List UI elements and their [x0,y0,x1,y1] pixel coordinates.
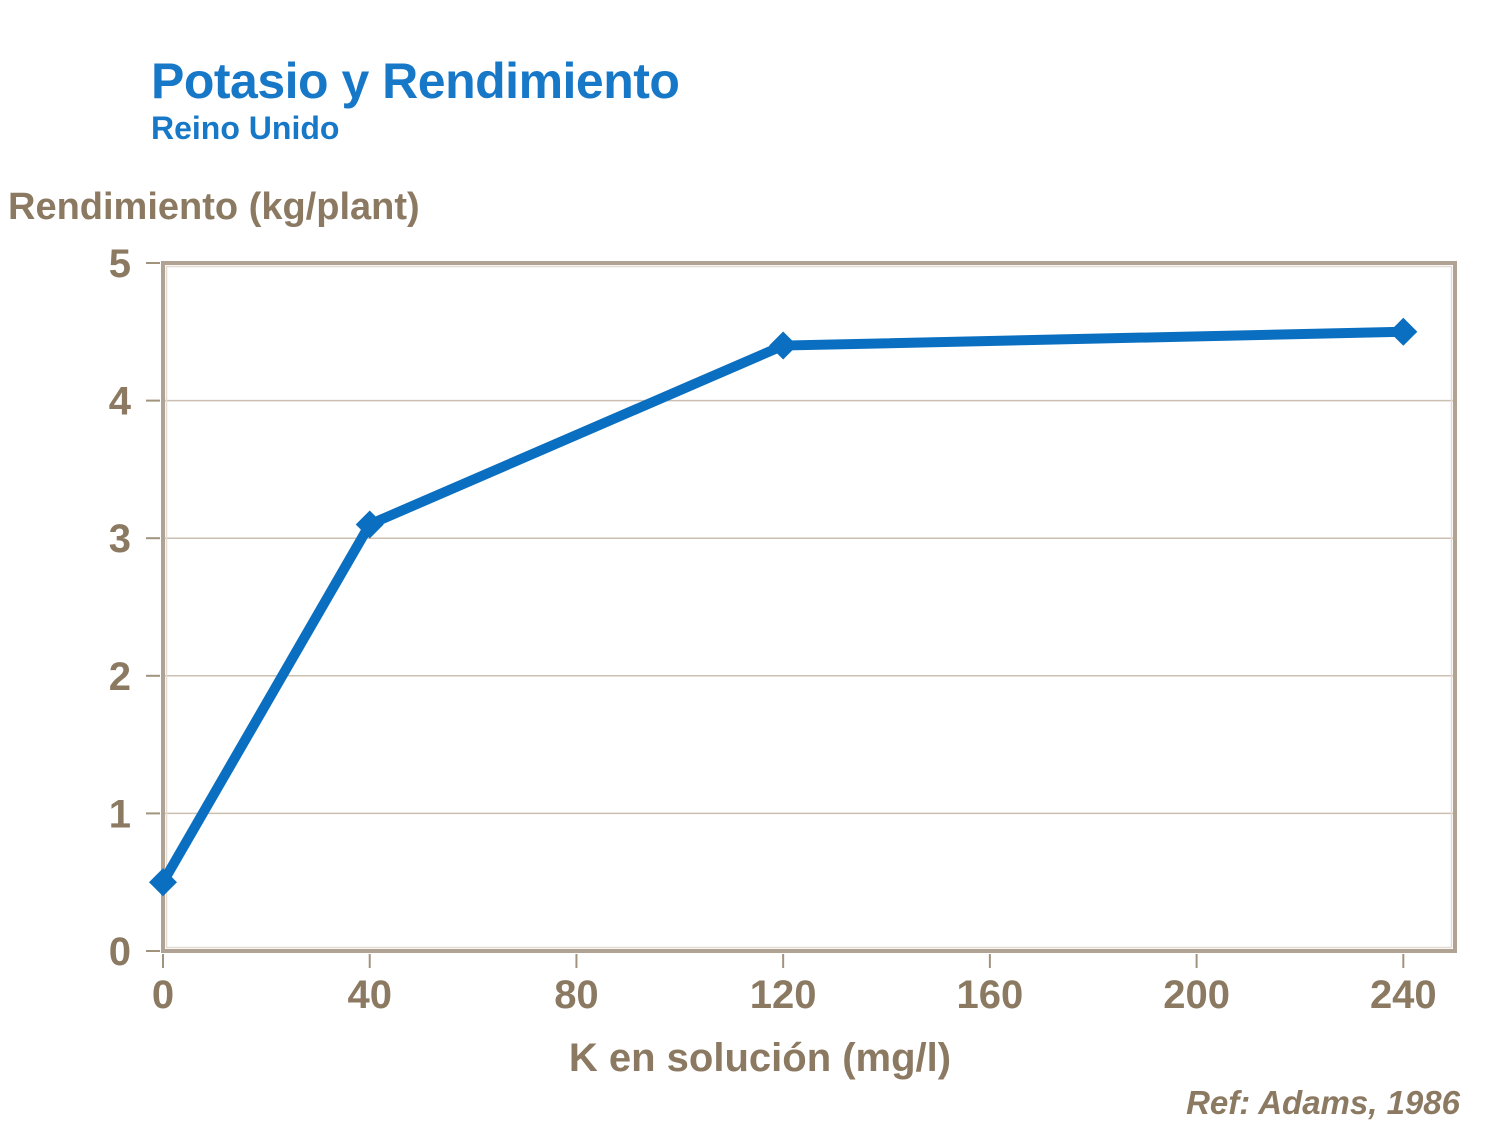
data-point-marker [1389,317,1418,346]
y-tick-label: 0 [109,930,131,974]
reference-citation: Ref: Adams, 1986 [1186,1084,1460,1121]
chart-title: Potasio y Rendimiento [151,53,680,109]
plot-frame [161,261,1457,953]
y-tick-label: 3 [109,517,131,561]
y-tick-label: 2 [109,655,131,699]
y-tick-label: 1 [109,792,131,836]
x-tick-label: 240 [1370,973,1437,1017]
x-tick-label: 40 [347,973,392,1017]
y-axis-title: Rendimiento (kg/plant) [8,186,420,228]
plot-frame-highlight [165,265,1453,949]
y-tick-label: 4 [109,380,132,424]
x-tick-label: 160 [957,973,1024,1017]
series-line [158,326,1404,885]
y-tick-label: 5 [109,242,131,286]
data-point-marker [149,868,177,897]
x-tick-label: 80 [554,973,599,1017]
x-axis-title: K en solución (mg/l) [568,1036,952,1080]
chart-subtitle: Reino Unido [151,110,340,146]
x-tick-label: 200 [1163,973,1230,1017]
x-tick-label: 120 [750,973,817,1017]
data-point-marker [355,510,384,539]
x-tick-label: 0 [152,973,174,1017]
data-point-marker [769,331,798,360]
